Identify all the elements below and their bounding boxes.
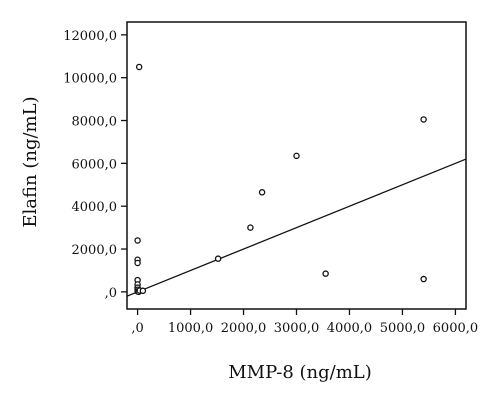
y-axis-title: Elafin (ng/mL): [20, 96, 41, 227]
y-tick-label: 6000,0: [72, 157, 118, 172]
x-axis: ,0 1000,0 2000,0 3000,0 4000,0 5000,0 6000,0: [131, 309, 478, 336]
data-point: [139, 287, 147, 295]
y-tick-label: 8000,0: [72, 115, 118, 130]
plot-area: [126, 21, 467, 310]
reference-line: [126, 158, 467, 297]
data-point: [322, 270, 329, 277]
data-point: [134, 237, 141, 244]
y-axis: ,0 2000,0 4000,0 6000,0 8000,0 10000,0 12000,0: [63, 29, 127, 301]
data-points: [134, 63, 427, 296]
y-tick-label: ,0: [105, 286, 117, 301]
data-point: [420, 116, 427, 123]
x-tick-label: 4000,0: [327, 321, 373, 336]
y-tick-label: 2000,0: [72, 243, 118, 258]
x-tick-label: ,0: [131, 321, 143, 336]
y-tick-label: 10000,0: [63, 72, 117, 87]
x-axis-title: MMP-8 (ng/mL): [228, 362, 372, 383]
data-point: [420, 275, 427, 283]
data-point: [247, 224, 254, 231]
data-point: [214, 255, 222, 262]
data-point: [135, 63, 143, 71]
x-tick-label: 5000,0: [380, 321, 426, 336]
y-tick-label: 12000,0: [63, 29, 117, 44]
y-tick-label: 4000,0: [72, 200, 118, 215]
x-tick-label: 3000,0: [274, 321, 320, 336]
x-tick-label: 1000,0: [168, 321, 214, 336]
x-tick-label: 2000,0: [221, 321, 267, 336]
x-tick-label: 6000,0: [433, 321, 479, 336]
data-point: [258, 189, 266, 196]
data-point: [293, 152, 300, 160]
data-point: [134, 259, 141, 267]
